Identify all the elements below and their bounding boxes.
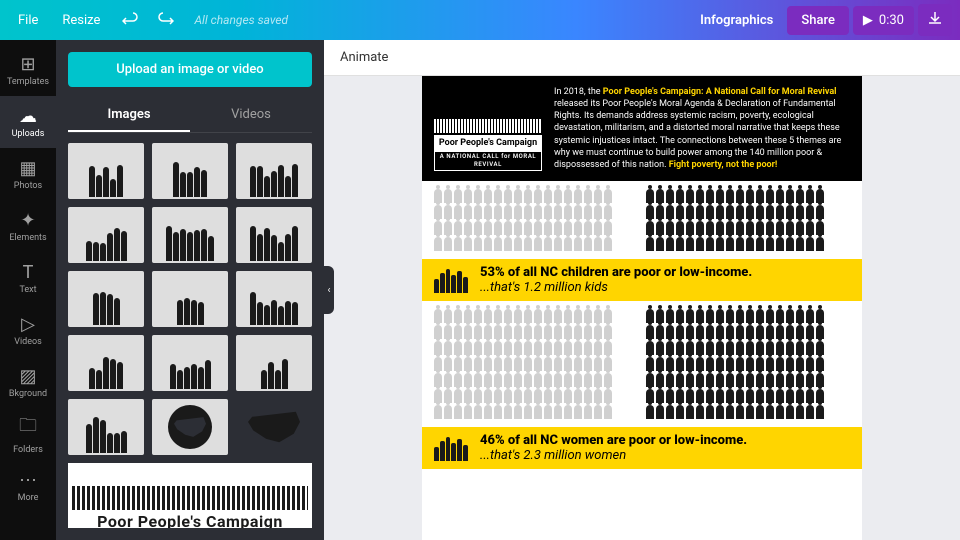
text-icon: T: [23, 262, 34, 283]
elements-icon: ✦: [20, 210, 35, 231]
upload-thumb[interactable]: [152, 335, 228, 391]
upload-thumb[interactable]: [236, 143, 312, 199]
rail-folders[interactable]: 🗀Folders: [0, 408, 56, 460]
resize-menu[interactable]: Resize: [52, 7, 110, 34]
more-icon: ⋯: [19, 470, 37, 491]
rail-elements[interactable]: ✦Elements: [0, 200, 56, 252]
header-text: In 2018, the Poor People's Campaign: A N…: [554, 86, 850, 171]
tab-images[interactable]: Images: [68, 99, 190, 132]
share-button[interactable]: Share: [787, 6, 849, 35]
videos-icon: ▷: [21, 314, 35, 335]
download-button[interactable]: [918, 4, 952, 36]
pictograph-women: [422, 301, 862, 427]
stat-women: 46% of all NC women are poor or low-inco…: [422, 427, 862, 469]
rail-templates[interactable]: ⊞Templates: [0, 44, 56, 96]
undo-icon[interactable]: [114, 4, 146, 36]
doc-type[interactable]: Infographics: [690, 7, 783, 34]
present-button[interactable]: ▶ 0:30: [853, 6, 914, 35]
duration: 0:30: [879, 13, 904, 28]
upload-thumb-banner[interactable]: Poor People's CampaignA NATIONAL CALL fo…: [68, 463, 312, 528]
campaign-logo: Poor People's Campaign A NATIONAL CALL f…: [434, 86, 542, 171]
people-icon: [434, 435, 468, 461]
upload-thumb[interactable]: [68, 271, 144, 327]
rail-bkground[interactable]: ▨Bkground: [0, 356, 56, 408]
upload-thumb[interactable]: [68, 335, 144, 391]
rail-photos[interactable]: ▦Photos: [0, 148, 56, 200]
pictograph-children: [422, 181, 862, 259]
rail-videos[interactable]: ▷Videos: [0, 304, 56, 356]
rail-text[interactable]: TText: [0, 252, 56, 304]
upload-thumb[interactable]: [152, 143, 228, 199]
animate-button[interactable]: Animate: [340, 50, 388, 65]
stat-children: 53% of all NC children are poor or low-i…: [422, 259, 862, 301]
file-menu[interactable]: File: [8, 7, 48, 34]
header-block: Poor People's Campaign A NATIONAL CALL f…: [422, 76, 862, 181]
redo-icon[interactable]: [150, 4, 182, 36]
rail-more[interactable]: ⋯More: [0, 460, 56, 512]
upload-button[interactable]: Upload an image or video: [68, 52, 312, 87]
upload-thumb[interactable]: [152, 207, 228, 263]
folders-icon: 🗀: [19, 413, 37, 443]
save-status: All changes saved: [194, 13, 288, 27]
upload-thumb[interactable]: [152, 399, 228, 455]
play-icon: ▶: [863, 13, 873, 28]
photos-icon: ▦: [19, 158, 36, 179]
upload-thumb[interactable]: [68, 399, 144, 455]
side-rail: ⊞Templates☁Uploads▦Photos✦ElementsTText▷…: [0, 40, 56, 540]
upload-thumb[interactable]: [236, 271, 312, 327]
bkground-icon: ▨: [19, 366, 36, 387]
uploads-icon: ☁: [19, 106, 37, 127]
collapse-panel[interactable]: ‹: [324, 266, 334, 314]
upload-thumb[interactable]: [236, 207, 312, 263]
tab-videos[interactable]: Videos: [190, 99, 312, 132]
upload-thumb[interactable]: [236, 399, 312, 455]
uploads-panel: Upload an image or video Images Videos P…: [56, 40, 324, 540]
design-canvas[interactable]: Poor People's Campaign A NATIONAL CALL f…: [422, 76, 862, 540]
templates-icon: ⊞: [20, 54, 35, 75]
people-icon: [434, 267, 468, 293]
upload-thumb[interactable]: [152, 271, 228, 327]
rail-uploads[interactable]: ☁Uploads: [0, 96, 56, 148]
upload-thumb[interactable]: [68, 143, 144, 199]
upload-thumb[interactable]: [68, 207, 144, 263]
upload-thumb[interactable]: [236, 335, 312, 391]
